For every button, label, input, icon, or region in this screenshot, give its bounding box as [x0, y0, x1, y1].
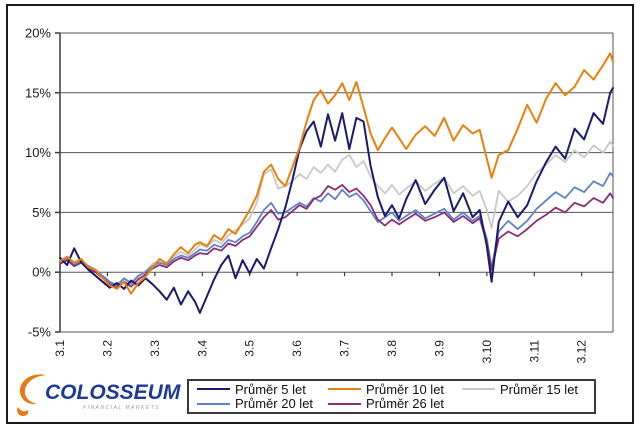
legend-swatch-line-icon	[197, 388, 230, 391]
x-axis-label: 3.11	[527, 340, 541, 363]
x-axis-label: 3.1	[53, 340, 67, 357]
y-axis-label: -5%	[28, 325, 52, 340]
y-axis-label: 0%	[32, 265, 51, 280]
series-line-2	[59, 140, 614, 288]
colosseum-logo: COLOSSEUM FINANCIAL MARKETS	[11, 372, 183, 420]
legend-label: Průměr 5 let	[235, 381, 306, 397]
legend-swatch-line-icon	[462, 388, 495, 391]
legend-item-prumer-26-let: Průměr 26 let	[328, 397, 462, 410]
legend-swatch-line-icon	[328, 402, 361, 405]
colosseum-logo-text: COLOSSEUM	[45, 381, 181, 404]
x-axis-label: 3.2	[100, 340, 114, 357]
x-axis-label: 3.7	[338, 340, 352, 357]
series-line-4	[59, 183, 614, 289]
series-line-1	[59, 52, 614, 295]
y-axis-label: 5%	[32, 205, 51, 220]
legend-item-prumer-10-let: Průměr 10 let	[328, 383, 462, 396]
legend-item-prumer-15-let: Průměr 15 let	[462, 383, 594, 396]
x-axis-label: 3.5	[243, 340, 257, 357]
x-axis-label: 3.3	[148, 340, 162, 357]
x-axis-label: 3.8	[385, 340, 399, 357]
legend-label: Průměr 26 let	[366, 396, 445, 412]
x-axis-label: 3.9	[432, 340, 446, 357]
series-line-3	[59, 171, 614, 287]
legend-label: Průměr 20 let	[235, 396, 314, 412]
legend-swatch-line-icon	[328, 388, 361, 391]
chart-legend: Průměr 5 let Průměr 10 let Průměr 15 let…	[187, 379, 596, 414]
legend-label: Průměr 15 let	[500, 381, 579, 397]
series-line-0	[59, 87, 614, 314]
legend-swatch-line-icon	[197, 402, 230, 405]
x-axis-label: 3.4	[195, 340, 209, 357]
y-axis-label: 15%	[25, 85, 51, 100]
x-axis-label: 3.6	[290, 340, 304, 357]
x-axis-label: 3.10	[480, 340, 494, 364]
image-frame	[6, 4, 634, 424]
legend-item-prumer-5-let: Průměr 5 let	[197, 383, 328, 396]
legend-item-prumer-20-let: Průměr 20 let	[197, 397, 328, 410]
colosseum-swoosh-icon	[17, 374, 46, 416]
y-axis-label: 10%	[25, 145, 51, 160]
legend-label: Průměr 10 let	[366, 381, 445, 397]
x-axis-label: 3.12	[575, 340, 589, 364]
y-axis-label: 20%	[25, 26, 51, 41]
colosseum-logo-subtitle: FINANCIAL MARKETS	[83, 405, 161, 411]
